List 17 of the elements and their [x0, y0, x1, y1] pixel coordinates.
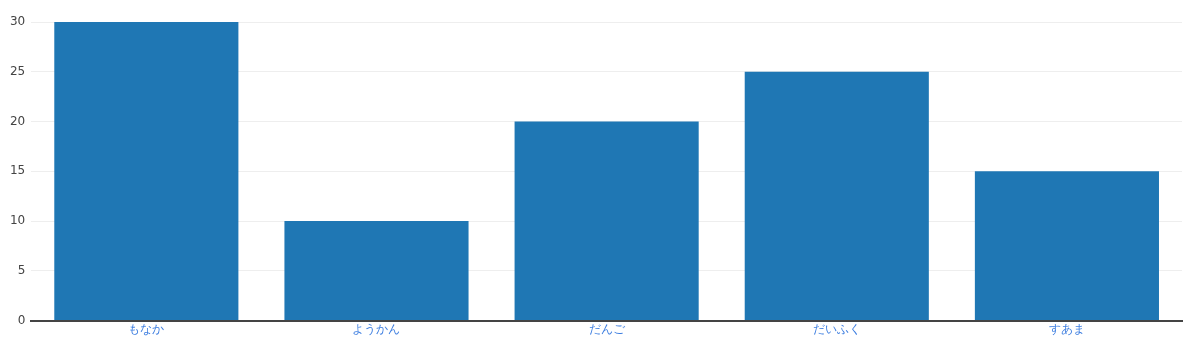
- y-tick-label: 15: [9, 163, 26, 178]
- y-tick-label: 5: [17, 262, 26, 277]
- bar: [54, 22, 239, 321]
- x-tick-label: すあま: [1048, 321, 1085, 336]
- bar: [284, 221, 469, 321]
- y-tick-label: 30: [9, 14, 26, 29]
- x-tick-label: もなか: [128, 321, 165, 336]
- bar: [744, 71, 929, 321]
- bar: [974, 171, 1159, 321]
- y-tick-label: 10: [9, 213, 26, 228]
- x-tick-label: だいふく: [812, 321, 861, 336]
- x-tick-label: ようかん: [352, 321, 401, 336]
- y-tick-label: 20: [9, 113, 26, 128]
- y-tick-label: 0: [17, 312, 26, 327]
- x-tick-label: だんご: [588, 321, 626, 336]
- bar: [514, 121, 699, 321]
- y-tick-label: 25: [9, 63, 26, 78]
